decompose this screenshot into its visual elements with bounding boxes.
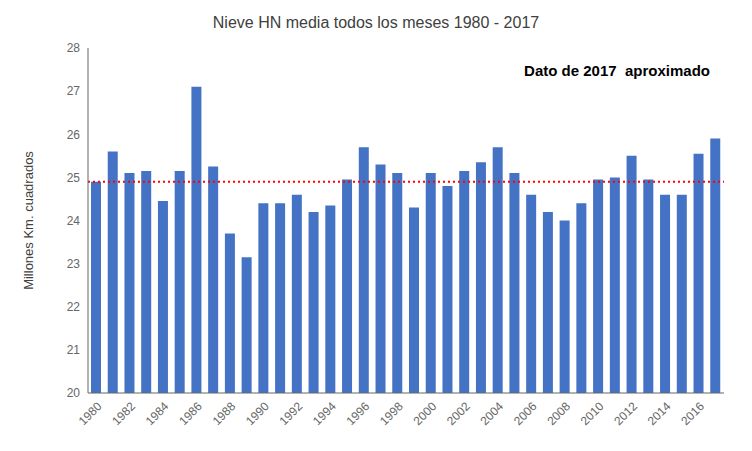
- svg-text:2004: 2004: [477, 399, 506, 428]
- svg-text:26: 26: [67, 128, 81, 142]
- svg-text:25: 25: [67, 171, 81, 185]
- svg-text:1984: 1984: [143, 399, 172, 428]
- svg-text:20: 20: [67, 386, 81, 400]
- svg-text:2002: 2002: [444, 399, 473, 428]
- svg-text:2008: 2008: [544, 399, 573, 428]
- svg-text:2016: 2016: [678, 399, 707, 428]
- svg-text:28: 28: [67, 41, 81, 55]
- svg-text:1998: 1998: [377, 399, 406, 428]
- svg-text:1988: 1988: [210, 399, 239, 428]
- svg-text:24: 24: [67, 214, 81, 228]
- svg-text:1990: 1990: [243, 399, 272, 428]
- svg-text:2012: 2012: [611, 399, 640, 428]
- svg-text:1986: 1986: [176, 399, 205, 428]
- svg-text:27: 27: [67, 84, 81, 98]
- svg-text:2010: 2010: [578, 399, 607, 428]
- svg-text:2000: 2000: [410, 399, 439, 428]
- svg-text:22: 22: [67, 300, 81, 314]
- html-text:Dato de 2017 aproximado: Dato de 2017 aproximado: [524, 62, 710, 79]
- svg-text:1994: 1994: [310, 399, 339, 428]
- svg-text:Millones Km. cuadrados: Millones Km. cuadrados: [21, 151, 36, 290]
- svg-text:2014: 2014: [645, 399, 674, 428]
- svg-text:2006: 2006: [511, 399, 540, 428]
- svg-text:1980: 1980: [76, 399, 105, 428]
- svg-text:23: 23: [67, 257, 81, 271]
- svg-text:1982: 1982: [109, 399, 138, 428]
- svg-text:21: 21: [67, 343, 81, 357]
- svg-text:1992: 1992: [277, 399, 306, 428]
- svg-text:1996: 1996: [344, 399, 373, 428]
- html-text:Nieve HN media todos los meses: Nieve HN media todos los meses 1980 - 20…: [212, 14, 540, 31]
